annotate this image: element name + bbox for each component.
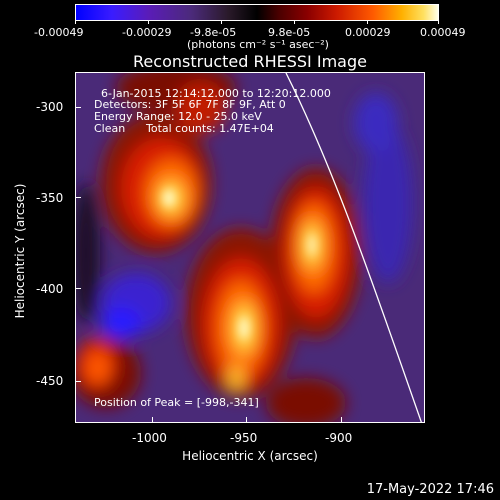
detectors-text: Detectors: 3F 5F 6F 7F 8F 9F, Att 0	[94, 98, 286, 111]
x-axis-tick	[152, 417, 153, 423]
emission-cores	[163, 189, 316, 340]
y-axis-tick	[75, 288, 81, 289]
colorbar-tick-label: -0.00049	[34, 26, 84, 39]
colorbar-unit-label: (photons cm⁻² s⁻¹ asec⁻²)	[187, 38, 329, 51]
y-tick-label: -350	[36, 191, 64, 205]
colorbar-tick-label: 0.00029	[345, 26, 391, 39]
x-axis-tick	[341, 417, 342, 423]
method-text: Clean	[94, 122, 126, 135]
colorbar-tick-label: -9.8e-05	[190, 26, 237, 39]
y-axis-tick	[75, 197, 81, 198]
image-title: Reconstructed RHESSI Image	[133, 52, 367, 71]
rhessi-image	[76, 73, 424, 422]
colorbar-tick-label: -0.00029	[122, 26, 172, 39]
x-tick-label: -950	[230, 431, 258, 445]
rhessi-image-plot	[75, 72, 425, 423]
y-tick-label: -450	[36, 374, 64, 388]
colorbar	[75, 4, 439, 21]
time-range-text: 6-Jan-2015 12:14:12.000 to 12:20:12.000	[101, 87, 331, 100]
peak-position-text: Position of Peak = [-998,-341]	[94, 396, 259, 409]
colorbar-tick-label: 9.8e-05	[268, 26, 311, 39]
x-axis-tick	[246, 417, 247, 423]
y-axis-label: Heliocentric Y (arcsec)	[13, 183, 27, 319]
colorbar-tick	[367, 20, 368, 24]
y-axis-tick	[75, 107, 81, 108]
y-tick-label: -300	[36, 100, 64, 114]
y-tick-label: -400	[36, 282, 64, 296]
colorbar-tick	[294, 20, 295, 24]
y-axis-tick	[75, 381, 81, 382]
colorbar-tick	[75, 20, 76, 24]
x-tick-label: -900	[325, 431, 353, 445]
x-tick-label: -1000	[132, 431, 167, 445]
colorbar-tick	[438, 20, 439, 24]
colorbar-tick	[221, 20, 222, 24]
total-counts-text: Total counts: 1.47E+04	[146, 122, 274, 135]
energy-range-text: Energy Range: 12.0 - 25.0 keV	[94, 110, 262, 123]
colorbar-tick	[148, 20, 149, 24]
timestamp: 17-May-2022 17:46	[366, 482, 494, 497]
colorbar-tick-label: 0.00049	[420, 26, 466, 39]
solar-limb-line	[285, 73, 422, 422]
x-axis-label: Heliocentric X (arcsec)	[182, 449, 318, 463]
